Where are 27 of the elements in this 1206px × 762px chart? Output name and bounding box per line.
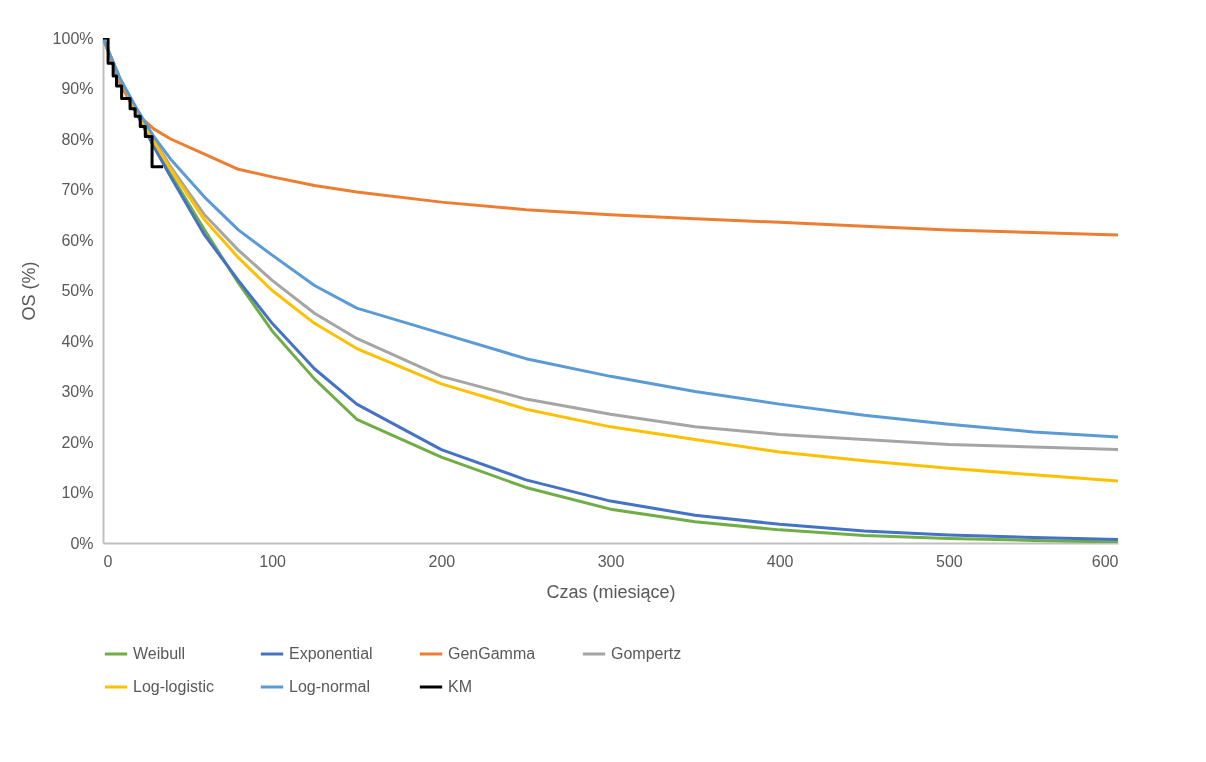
x-tick-label: 100 xyxy=(259,552,287,570)
y-tick-label: 70% xyxy=(61,181,94,198)
y-tick-label: 100% xyxy=(52,29,94,47)
y-tick-label: 40% xyxy=(61,332,94,350)
x-axis-title: Czas (miesiące) xyxy=(546,581,676,602)
y-tick-label: 80% xyxy=(61,130,94,148)
x-tick-label: 400 xyxy=(766,552,794,570)
legend-label: Gompertz xyxy=(611,645,682,662)
y-tick-label: 0% xyxy=(70,534,94,552)
legend-label: Weibull xyxy=(133,645,186,662)
legend-label: KM xyxy=(448,678,472,695)
y-tick-label: 30% xyxy=(61,383,94,400)
x-tick-label: 300 xyxy=(597,552,625,570)
x-tick-label: 0 xyxy=(103,552,113,570)
legend-label: GenGamma xyxy=(448,645,536,662)
x-tick-label: 600 xyxy=(1091,552,1119,570)
y-axis-title: OS (%) xyxy=(18,261,39,321)
legend-label: Log-logistic xyxy=(133,678,214,695)
legend-label: Exponential xyxy=(289,645,373,662)
y-tick-label: 50% xyxy=(61,282,94,299)
x-tick-label: 200 xyxy=(428,552,456,570)
y-tick-label: 10% xyxy=(61,484,94,501)
legend-label: Log-normal xyxy=(289,678,370,695)
x-tick-label: 500 xyxy=(935,552,963,570)
y-tick-label: 60% xyxy=(61,231,94,249)
y-tick-label: 90% xyxy=(61,80,94,97)
y-tick-label: 20% xyxy=(61,433,94,451)
